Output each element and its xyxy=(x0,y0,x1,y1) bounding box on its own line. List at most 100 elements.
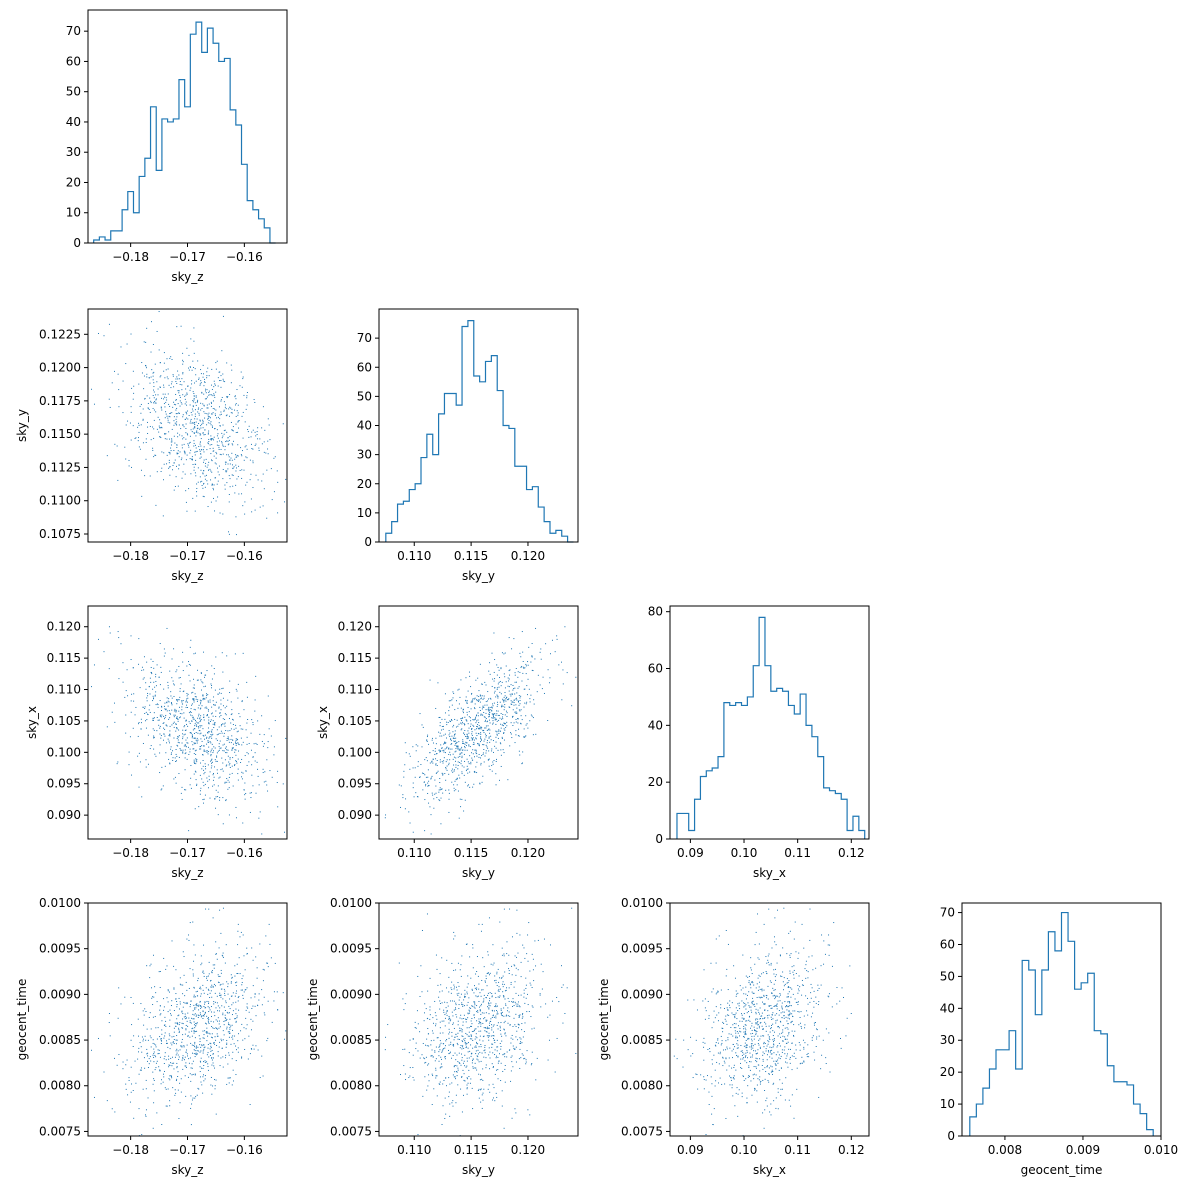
scatter-point xyxy=(459,762,461,763)
scatter-point xyxy=(511,1117,513,1119)
scatter-point xyxy=(125,732,127,734)
scatter-point xyxy=(242,822,244,824)
scatter-point xyxy=(452,1100,454,1102)
scatter-point xyxy=(276,782,278,784)
scatter-point xyxy=(468,716,470,718)
scatter-point xyxy=(202,989,204,991)
scatter-point xyxy=(508,970,510,972)
scatter-point xyxy=(439,751,441,753)
scatter-point xyxy=(245,456,247,458)
scatter-point xyxy=(417,796,419,798)
scatter-point xyxy=(219,1026,221,1028)
scatter-point xyxy=(177,1089,179,1091)
scatter-point xyxy=(163,688,165,690)
scatter-point xyxy=(467,772,469,774)
scatter-point xyxy=(473,771,475,773)
scatter-point xyxy=(150,666,152,668)
scatter-point xyxy=(480,764,482,766)
scatter-point xyxy=(423,1020,425,1022)
scatter-point xyxy=(516,699,518,701)
scatter-point xyxy=(255,435,257,437)
scatter-point xyxy=(163,739,164,741)
scatter-point xyxy=(439,1000,441,1002)
scatter-point xyxy=(476,726,478,728)
scatter-point xyxy=(499,921,501,923)
scatter-point xyxy=(171,704,173,706)
scatter-point xyxy=(208,779,210,781)
scatter-point xyxy=(441,1002,443,1004)
scatter-point xyxy=(170,713,171,715)
scatter-point xyxy=(222,444,224,446)
scatter-point xyxy=(180,325,182,327)
scatter-point xyxy=(234,765,236,767)
scatter-point xyxy=(182,691,184,693)
scatter-point xyxy=(186,692,188,694)
scatter-point xyxy=(450,1041,452,1043)
scatter-point xyxy=(167,1088,169,1090)
scatter-point xyxy=(496,1024,498,1026)
scatter-point xyxy=(486,985,488,987)
scatter-point xyxy=(488,719,490,721)
scatter-point xyxy=(442,728,444,730)
scatter-point xyxy=(150,351,152,353)
scatter-point xyxy=(180,792,182,794)
scatter-point xyxy=(474,719,476,720)
scatter-point xyxy=(204,1011,206,1013)
scatter-point xyxy=(194,719,196,721)
scatter-point xyxy=(423,773,425,775)
scatter-point xyxy=(176,717,178,719)
scatter-point xyxy=(130,1091,132,1093)
scatter-point xyxy=(428,1063,430,1065)
scatter-point xyxy=(451,989,453,991)
scatter-point xyxy=(193,1004,195,1006)
scatter-point xyxy=(218,749,220,751)
scatter-point xyxy=(242,975,244,977)
scatter-point xyxy=(219,716,221,718)
scatter-point xyxy=(471,1031,473,1033)
scatter-point xyxy=(455,726,457,728)
scatter-point xyxy=(451,719,453,721)
scatter-point xyxy=(228,1024,230,1026)
scatter-point xyxy=(149,1035,151,1037)
scatter-point xyxy=(461,749,463,751)
scatter-point xyxy=(206,466,208,468)
scatter-point xyxy=(267,448,269,450)
scatter-point xyxy=(214,722,216,724)
scatter-point xyxy=(468,1076,470,1078)
scatter-point xyxy=(464,1037,466,1039)
scatter-point xyxy=(467,1047,469,1049)
scatter-point xyxy=(177,403,179,405)
scatter-point xyxy=(441,1066,443,1068)
scatter-point xyxy=(191,408,193,410)
scatter-point xyxy=(227,737,229,739)
scatter-point xyxy=(231,718,233,720)
scatter-point xyxy=(475,738,477,740)
scatter-point xyxy=(201,1015,203,1017)
scatter-point xyxy=(152,728,154,730)
scatter-point xyxy=(170,1013,171,1015)
scatter-point xyxy=(208,419,210,421)
scatter-point xyxy=(202,422,204,424)
scatter-point xyxy=(241,978,243,980)
scatter-point xyxy=(182,733,184,735)
scatter-point xyxy=(237,742,239,744)
scatter-point xyxy=(154,694,156,696)
scatter-point xyxy=(241,493,243,495)
scatter-point xyxy=(514,1048,516,1050)
scatter-point xyxy=(483,1035,485,1037)
scatter-point xyxy=(193,1024,195,1026)
scatter-point xyxy=(137,1018,139,1020)
scatter-point xyxy=(194,415,196,417)
scatter-point xyxy=(153,748,155,750)
scatter-point xyxy=(477,1090,479,1091)
scatter-point xyxy=(208,719,210,721)
scatter-point xyxy=(415,1042,417,1044)
scatter-point xyxy=(491,770,493,772)
scatter-point xyxy=(235,1060,237,1062)
scatter-point xyxy=(516,707,518,709)
scatter-point xyxy=(486,1035,488,1037)
scatter-point xyxy=(167,378,169,380)
scatter-point xyxy=(244,1048,246,1050)
scatter-point xyxy=(211,459,212,461)
scatter-point xyxy=(207,740,209,742)
